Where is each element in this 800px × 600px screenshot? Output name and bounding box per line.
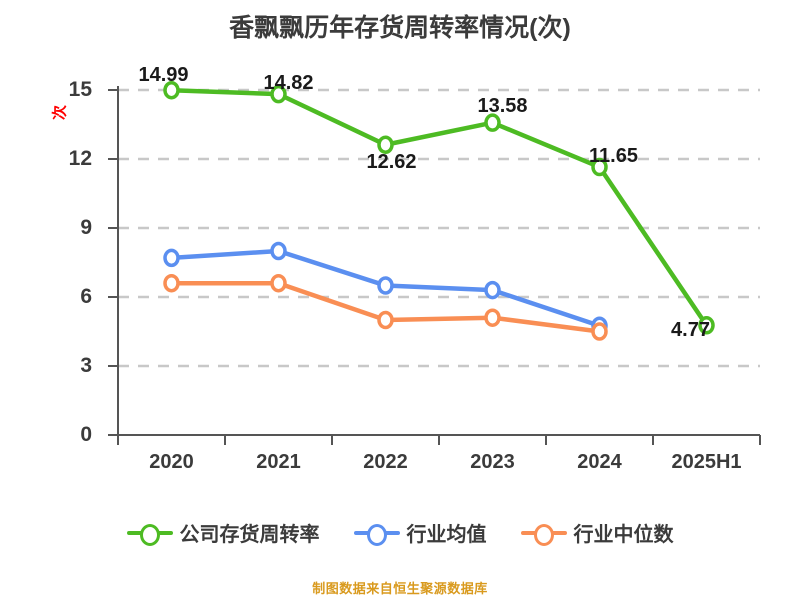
legend-item[interactable]: 行业均值 bbox=[353, 518, 487, 547]
legend-item[interactable]: 公司存货周转率 bbox=[126, 518, 320, 547]
y-tick-label: 3 bbox=[80, 354, 92, 377]
data-point-marker[interactable] bbox=[484, 113, 501, 132]
legend-marker-icon bbox=[353, 522, 400, 546]
chart-legend: 公司存货周转率 行业均值 行业中位数 bbox=[0, 518, 800, 547]
x-tick-label: 2022 bbox=[363, 451, 408, 473]
y-tick-label: 6 bbox=[80, 285, 92, 308]
data-point-marker[interactable] bbox=[270, 241, 287, 261]
legend-label: 行业中位数 bbox=[573, 524, 674, 546]
data-label: 4.77 bbox=[671, 319, 710, 342]
x-tick-label: 2020 bbox=[149, 451, 194, 473]
data-point-marker[interactable] bbox=[377, 310, 394, 330]
data-point-marker[interactable] bbox=[698, 316, 715, 335]
source-note: 制图数据来自恒生聚源数据库 bbox=[312, 581, 488, 596]
series-line bbox=[169, 87, 709, 328]
x-tick-label: 2023 bbox=[470, 451, 515, 473]
data-point-marker[interactable] bbox=[163, 248, 180, 268]
legend-label: 行业均值 bbox=[406, 524, 487, 546]
y-tick-label: 12 bbox=[68, 147, 92, 170]
x-tick-label: 2021 bbox=[256, 451, 301, 473]
data-point-marker[interactable] bbox=[270, 84, 287, 104]
data-point-marker[interactable] bbox=[484, 280, 501, 300]
legend-label: 公司存货周转率 bbox=[179, 524, 320, 546]
legend-marker-icon bbox=[520, 522, 567, 546]
chart-title: 香飘飘历年存货周转率情况(次) bbox=[229, 14, 571, 42]
data-label: 14.82 bbox=[263, 72, 314, 95]
legend-marker-icon bbox=[126, 522, 173, 546]
data-point-marker[interactable] bbox=[591, 322, 608, 341]
data-label: 12.62 bbox=[366, 150, 417, 173]
y-tick-label: 15 bbox=[68, 78, 92, 101]
data-label: 14.99 bbox=[138, 64, 189, 87]
x-tick-label: 2025H1 bbox=[671, 451, 742, 473]
y-tick-label: 0 bbox=[80, 423, 92, 446]
data-point-marker[interactable] bbox=[484, 308, 501, 327]
data-point-marker[interactable] bbox=[377, 135, 394, 154]
legend-dot-icon bbox=[366, 523, 387, 546]
x-tick-label: 2024 bbox=[577, 451, 622, 473]
data-point-marker[interactable] bbox=[163, 80, 180, 100]
data-point-marker[interactable] bbox=[377, 276, 394, 295]
data-point-marker[interactable] bbox=[270, 273, 287, 293]
y-tick-label: 9 bbox=[80, 216, 92, 239]
data-label: 13.58 bbox=[477, 94, 528, 117]
legend-dot-icon bbox=[139, 523, 160, 546]
data-label: 11.65 bbox=[589, 145, 638, 168]
data-point-marker[interactable] bbox=[591, 157, 608, 177]
data-point-marker[interactable] bbox=[163, 273, 180, 293]
legend-dot-icon bbox=[533, 523, 554, 546]
legend-item[interactable]: 行业中位数 bbox=[520, 518, 674, 547]
